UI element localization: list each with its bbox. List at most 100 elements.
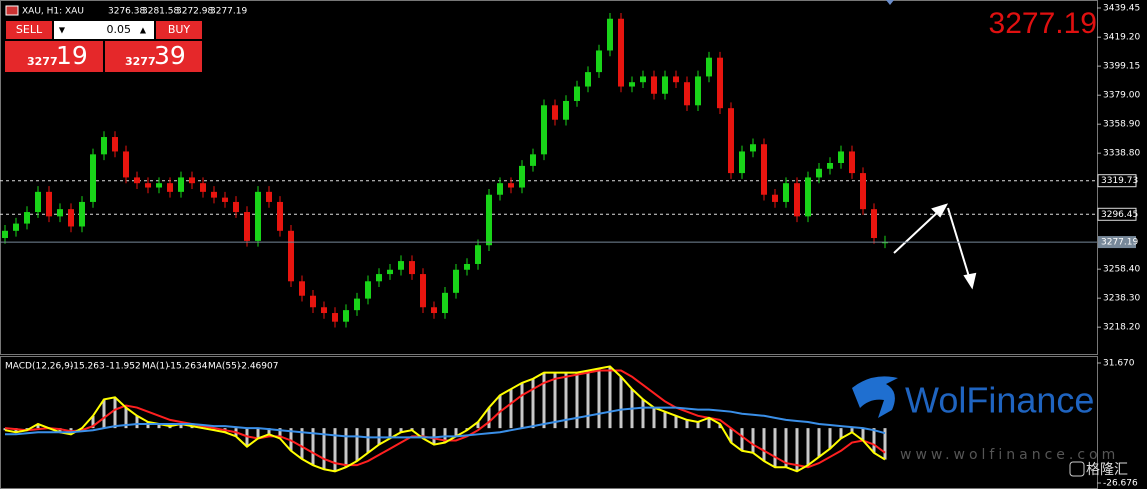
candle-body <box>530 154 536 166</box>
candle-body <box>222 197 228 202</box>
sell-price-big[interactable]: 3277 <box>27 55 58 68</box>
macd-bar <box>102 399 106 429</box>
candle-body <box>750 144 756 152</box>
candle-body <box>68 209 74 227</box>
macd-bar <box>377 428 381 445</box>
candle-body <box>343 310 349 322</box>
macd-bar <box>366 428 370 453</box>
candle-body <box>871 209 877 239</box>
candle-body <box>816 168 822 178</box>
candle-body <box>486 194 492 246</box>
macd-bar <box>322 428 326 470</box>
signal-last: -11.952 <box>106 362 141 372</box>
macd-bar <box>619 376 623 429</box>
arrow-up <box>893 209 941 254</box>
header-low: 3272.98 <box>176 7 213 17</box>
candle-body <box>772 194 778 202</box>
candle-body <box>123 151 129 178</box>
arrow-head <box>931 203 949 218</box>
candle-body <box>145 183 151 188</box>
volume-down[interactable]: ▼ <box>59 26 66 35</box>
candle-body <box>849 151 855 174</box>
y-tick-label: 3439.45 <box>1103 3 1140 13</box>
level-label-box <box>1097 207 1137 221</box>
volume-up[interactable]: ▲ <box>140 26 147 35</box>
sell-price-box[interactable] <box>5 41 103 72</box>
candle-body <box>2 230 8 239</box>
y-tick-label: 3379.00 <box>1103 91 1140 101</box>
trade-panel: SELL ▼ 0.05 ▲ BUY 3277 19 3277 39 <box>5 21 202 72</box>
candle-body <box>90 154 96 202</box>
buy-price-small[interactable]: 39 <box>154 41 186 70</box>
buy-price-box[interactable] <box>105 41 202 72</box>
macd-bar <box>784 428 788 468</box>
candle-body <box>35 191 41 213</box>
candle-body <box>728 108 734 174</box>
macd-bar <box>597 368 601 429</box>
macd-bar <box>652 407 656 429</box>
candle-body <box>838 151 844 163</box>
watermark-logo <box>852 376 898 418</box>
macd-bar <box>520 382 524 429</box>
candle-body <box>783 183 789 202</box>
candle-body <box>211 191 217 198</box>
candle-body <box>673 76 679 83</box>
macd-bar <box>487 407 491 429</box>
macd-bar <box>641 399 645 429</box>
candle-body <box>178 177 184 192</box>
volume-box[interactable] <box>54 21 154 39</box>
candle-body <box>618 18 624 87</box>
macd-bar <box>674 415 678 429</box>
macd-bar <box>762 428 766 462</box>
candle-body <box>574 86 580 101</box>
macd-bar <box>729 428 733 443</box>
sell-button[interactable] <box>6 21 52 39</box>
volume-value[interactable]: 0.05 <box>107 23 132 36</box>
sell-label[interactable]: SELL <box>16 23 43 36</box>
y-tick-label: 3218.20 <box>1103 323 1140 333</box>
header-open: 3276.38 <box>108 7 145 17</box>
candle-body <box>563 100 569 120</box>
candle-body <box>365 281 371 299</box>
candle-body <box>244 212 250 241</box>
macd-bar <box>344 428 348 468</box>
candle-body <box>794 183 800 217</box>
candle-body <box>409 261 415 275</box>
level-label: 3296.45 <box>1101 210 1138 220</box>
candle-body <box>541 105 547 155</box>
candle-body <box>640 76 646 83</box>
macd-bar <box>883 428 887 460</box>
candle-body <box>288 230 294 282</box>
macd-bar <box>443 428 447 443</box>
candle-body <box>717 57 723 109</box>
macd-bar <box>113 397 117 429</box>
macd-bar <box>740 428 744 451</box>
macd-bar <box>696 421 700 429</box>
candle-body <box>354 298 360 311</box>
shift-marker <box>886 0 894 5</box>
candle-body <box>387 269 393 275</box>
macd-name: MACD(12,26,9) <box>5 362 73 372</box>
macd-bar <box>3 428 7 431</box>
buy-price-big[interactable]: 3277 <box>125 55 156 68</box>
y-tick-label: 3258.40 <box>1103 265 1140 275</box>
arrow-down <box>947 207 971 281</box>
buy-button[interactable] <box>156 21 202 39</box>
candle-body <box>519 165 525 188</box>
sell-price-small[interactable]: 19 <box>56 41 88 70</box>
macd-bar <box>333 428 337 472</box>
candle-body <box>156 183 162 188</box>
source-icon <box>1069 461 1085 477</box>
macd-bar <box>410 428 414 431</box>
ma1-last: -15.2634 <box>167 362 208 372</box>
watermark-brand: WolFinance <box>905 380 1094 421</box>
macd-bar <box>399 428 403 433</box>
macd-bar <box>542 372 546 429</box>
buy-label[interactable]: BUY <box>168 23 191 36</box>
candle-body <box>310 295 316 308</box>
candle-body <box>134 177 140 184</box>
candle-body <box>596 50 602 73</box>
candle-body <box>508 183 514 188</box>
macd-bar <box>432 428 436 445</box>
